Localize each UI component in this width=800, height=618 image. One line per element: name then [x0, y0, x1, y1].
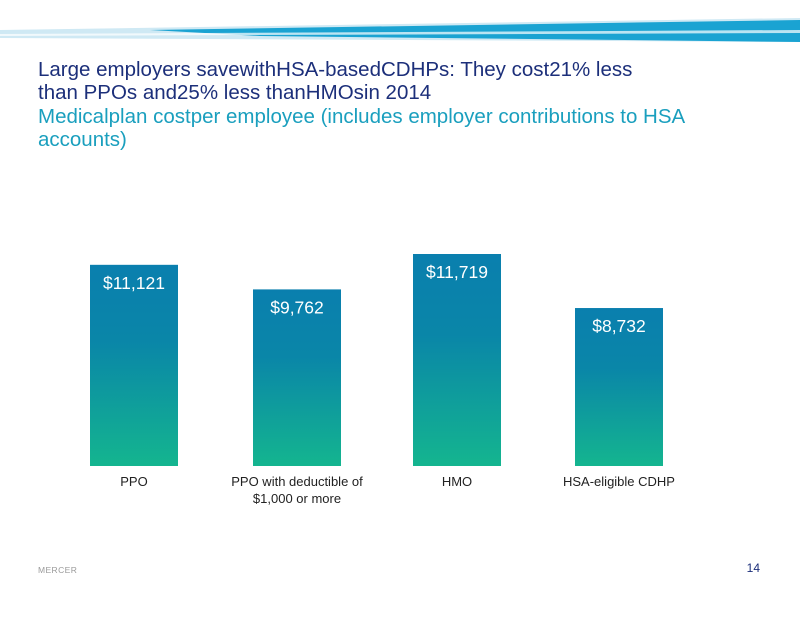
category-label-3-line-1: HMO — [442, 474, 472, 489]
slide-title-block: Large employers savewithHSA-basedCDHPs: … — [38, 58, 778, 151]
footer-brand: MERCER — [38, 565, 78, 575]
category-label-4-line-1: HSA-eligible CDHP — [563, 474, 675, 489]
page-number: 14 — [746, 561, 760, 575]
bar-1 — [90, 264, 178, 466]
header-band — [0, 18, 800, 42]
slide-subtitle: Medicalplan costper employee (includes e… — [38, 105, 685, 151]
bar-value-label-3: $11,719 — [426, 262, 488, 282]
slide-title-line-1: Large employers savewithHSA-basedCDHPs: … — [38, 58, 633, 81]
slide-title-line-2: than PPOs and25% less thanHMOsin 2014 — [38, 81, 432, 104]
bar-2 — [253, 289, 341, 466]
bar-value-label-1: $11,121 — [103, 273, 165, 293]
bar-4 — [575, 308, 663, 466]
header-band-dark — [150, 20, 800, 42]
category-label-1-line-1: PPO — [120, 474, 147, 489]
bar-value-label-4: $8,732 — [592, 316, 646, 336]
category-label-2-line-2: $1,000 or more — [253, 491, 341, 506]
bar-3 — [413, 254, 501, 466]
bar-value-label-2: $9,762 — [270, 297, 324, 317]
category-label-2-line-1: PPO with deductible of — [231, 474, 363, 489]
header-band-highlight — [0, 30, 800, 36]
